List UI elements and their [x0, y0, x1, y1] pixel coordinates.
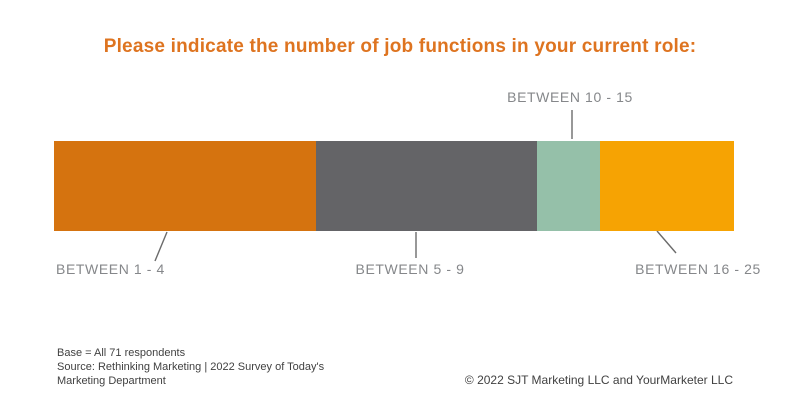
bar-segment-4	[600, 141, 734, 231]
leader-line-between-16-25	[656, 230, 677, 254]
footer-source-line2: Marketing Department	[57, 375, 166, 387]
segment-label-between-1-4: BETWEEN 1 - 4	[56, 261, 165, 277]
footer-source-line1: Source: Rethinking Marketing | 2022 Surv…	[57, 361, 325, 373]
segment-label-between-16-25: BETWEEN 16 - 25	[635, 261, 761, 277]
chart-title: Please indicate the number of job functi…	[103, 36, 697, 57]
footer-source-block: Base = All 71 respondents Source: Rethin…	[57, 346, 397, 388]
segment-label-between-10-15: BETWEEN 10 - 15	[507, 89, 633, 105]
bar-segment-3	[536, 141, 601, 231]
footer-base-note: Base = All 71 respondents	[57, 347, 186, 359]
bar-segment-2	[315, 141, 537, 231]
leader-line-between-1-4	[154, 231, 168, 262]
footer-copyright: © 2022 SJT Marketing LLC and YourMarkete…	[464, 373, 733, 387]
bar-segment-1	[54, 141, 316, 231]
segment-label-between-5-9: BETWEEN 5 - 9	[355, 261, 465, 277]
stacked-bar	[54, 141, 734, 231]
